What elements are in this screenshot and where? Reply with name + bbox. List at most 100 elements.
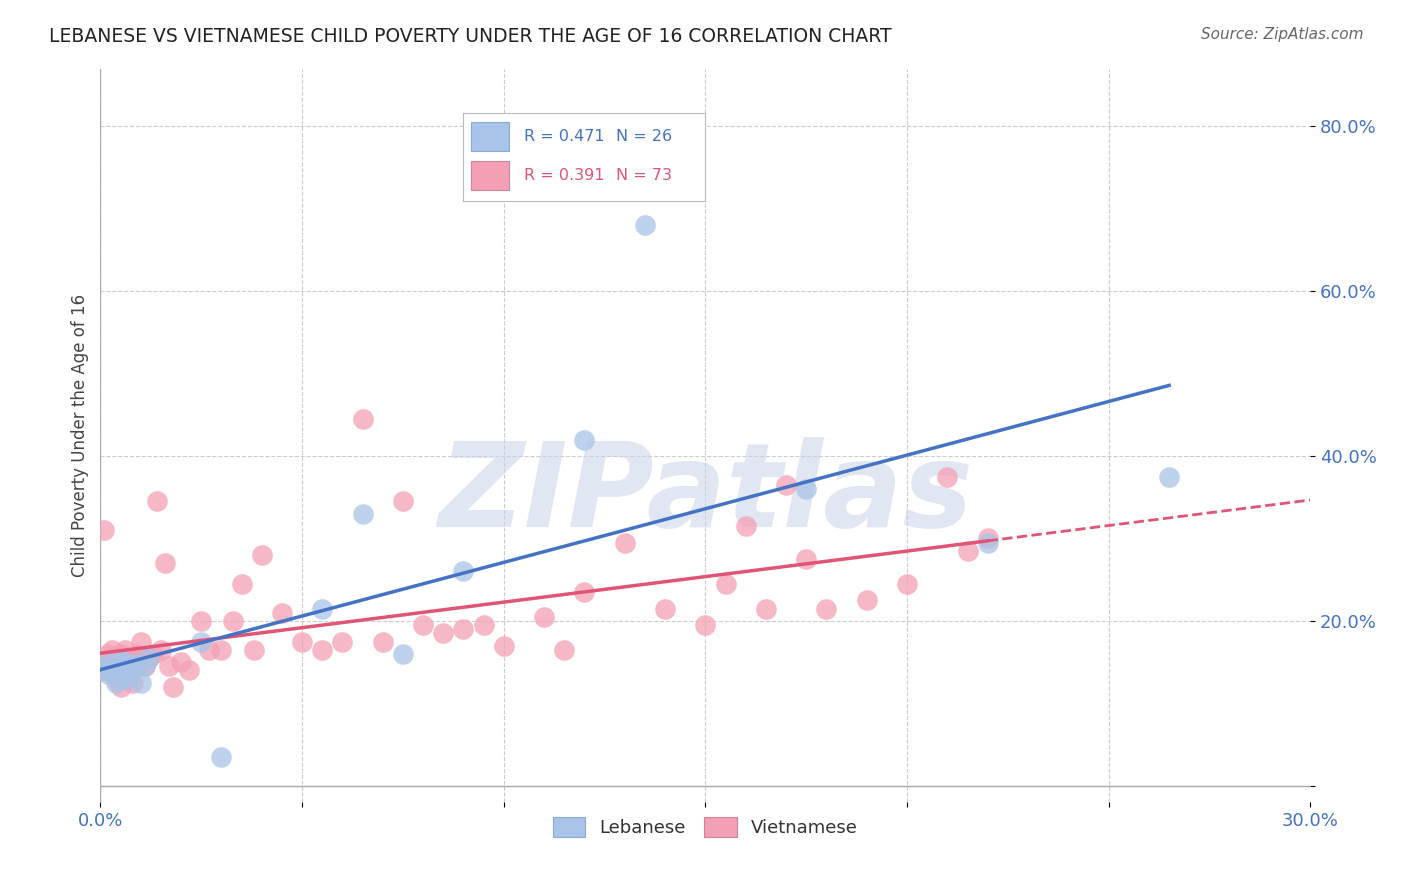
Point <box>110 680 132 694</box>
Point <box>162 680 184 694</box>
Point <box>209 750 232 764</box>
Point <box>775 478 797 492</box>
Point <box>815 601 838 615</box>
Point <box>553 642 575 657</box>
Point <box>146 494 169 508</box>
Point <box>574 585 596 599</box>
Point <box>412 618 434 632</box>
Point <box>101 659 124 673</box>
Y-axis label: Child Poverty Under the Age of 16: Child Poverty Under the Age of 16 <box>72 293 89 577</box>
Point <box>453 622 475 636</box>
Point <box>714 576 737 591</box>
Point <box>97 664 120 678</box>
Point <box>198 642 221 657</box>
Point <box>222 614 245 628</box>
Point <box>121 675 143 690</box>
Point <box>250 548 273 562</box>
Point <box>231 576 253 591</box>
Point <box>97 667 120 681</box>
Point <box>311 601 333 615</box>
Point <box>121 664 143 678</box>
Point <box>105 672 128 686</box>
Point <box>855 593 877 607</box>
Point <box>533 609 555 624</box>
Point <box>114 664 136 678</box>
Point <box>352 507 374 521</box>
Point <box>93 659 115 673</box>
Point <box>101 642 124 657</box>
Point <box>270 606 292 620</box>
Point <box>93 523 115 537</box>
Point <box>129 651 152 665</box>
Point <box>97 659 120 673</box>
Point <box>121 651 143 665</box>
Point <box>129 634 152 648</box>
Point <box>117 672 139 686</box>
Point <box>110 672 132 686</box>
Point <box>157 659 180 673</box>
Point <box>936 469 959 483</box>
Point <box>330 634 353 648</box>
Point <box>138 651 160 665</box>
Point <box>129 675 152 690</box>
Point <box>117 659 139 673</box>
Point <box>142 647 165 661</box>
Point <box>170 655 193 669</box>
Point <box>1159 469 1181 483</box>
Point <box>634 218 657 232</box>
Point <box>177 664 200 678</box>
Point <box>654 601 676 615</box>
Point <box>110 647 132 661</box>
Point <box>138 651 160 665</box>
Point <box>149 642 172 657</box>
Point <box>114 655 136 669</box>
Point <box>311 642 333 657</box>
Point <box>110 655 132 669</box>
Point <box>125 659 148 673</box>
Point <box>114 672 136 686</box>
Point <box>101 659 124 673</box>
Text: LEBANESE VS VIETNAMESE CHILD POVERTY UNDER THE AGE OF 16 CORRELATION CHART: LEBANESE VS VIETNAMESE CHILD POVERTY UND… <box>49 27 891 45</box>
Point <box>101 655 124 669</box>
Point <box>472 618 495 632</box>
Point <box>117 672 139 686</box>
Point <box>956 544 979 558</box>
Point <box>209 642 232 657</box>
Point <box>392 647 415 661</box>
Point <box>574 433 596 447</box>
Point <box>371 634 394 648</box>
Point <box>976 535 998 549</box>
Point <box>613 535 636 549</box>
Point <box>392 494 415 508</box>
Point <box>291 634 314 648</box>
Point <box>105 659 128 673</box>
Point <box>794 552 817 566</box>
Point <box>134 659 156 673</box>
Point <box>794 482 817 496</box>
Point <box>101 651 124 665</box>
Point <box>755 601 778 615</box>
Point <box>125 647 148 661</box>
Point <box>97 664 120 678</box>
Point <box>896 576 918 591</box>
Point <box>492 639 515 653</box>
Point <box>105 675 128 690</box>
Text: ZIPatlas: ZIPatlas <box>437 436 973 551</box>
Point <box>134 659 156 673</box>
Point <box>242 642 264 657</box>
Point <box>190 634 212 648</box>
Point <box>105 651 128 665</box>
Point <box>453 565 475 579</box>
Point <box>153 556 176 570</box>
Point <box>432 626 454 640</box>
Point <box>190 614 212 628</box>
Legend: Lebanese, Vietnamese: Lebanese, Vietnamese <box>546 809 865 845</box>
Point <box>117 664 139 678</box>
Point <box>976 532 998 546</box>
Text: Source: ZipAtlas.com: Source: ZipAtlas.com <box>1201 27 1364 42</box>
Point <box>695 618 717 632</box>
Point <box>352 412 374 426</box>
Point <box>734 519 756 533</box>
Point <box>125 657 148 671</box>
Point <box>93 664 115 678</box>
